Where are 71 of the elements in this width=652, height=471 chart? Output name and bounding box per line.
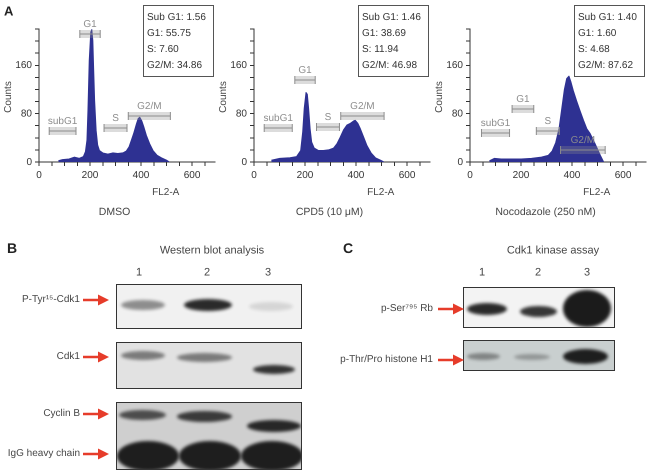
category-label: 3 (584, 266, 590, 278)
band-label: G2/M (137, 100, 162, 112)
band-label: subG1 (263, 112, 294, 124)
annotation: G1: 1.60 (578, 28, 617, 39)
band-label: G1 (298, 64, 312, 76)
x-tick-label: 400 (564, 170, 581, 181)
band-label: S (324, 112, 332, 123)
x-tick-label: 0 (467, 170, 474, 181)
y-tick-label: 160 (15, 60, 32, 72)
x-tick-label: 400 (132, 170, 150, 181)
y-tick-label: 80 (20, 108, 32, 120)
text: Cyclin B (43, 408, 80, 419)
y-tick-label: 0 (26, 156, 32, 168)
band-label: G2/M (570, 134, 596, 146)
y-axis-title: Counts (2, 81, 14, 113)
y-tick-label: 80 (452, 108, 464, 120)
band-label: subG1 (48, 116, 78, 127)
text: p-Thr/Pro histone H1 (340, 354, 433, 365)
band-label: S (544, 116, 552, 127)
annotation: G1: 38.69 (362, 28, 406, 39)
y-tick-label: 160 (446, 60, 464, 72)
x-axis-title: FL2-A (152, 186, 180, 198)
annotation: S: 11.94 (362, 44, 399, 55)
text: B (7, 240, 18, 256)
annotation: G2/M: 87.62 (578, 60, 634, 71)
annotation: G1: 55.75 (147, 28, 192, 39)
text: DMSO (98, 206, 130, 218)
annotation: G2/M: 46.98 (362, 60, 418, 71)
y-tick-label: 0 (457, 156, 464, 168)
x-tick-label: 600 (614, 170, 632, 181)
y-axis-title: Counts (218, 81, 229, 113)
text: CPD5 (10 μM) (296, 206, 364, 218)
text: Sub G1: 1.46 (362, 12, 422, 23)
annotation: S: 4.68 (578, 44, 610, 55)
x-tick-label: 400 (348, 170, 365, 181)
x-axis-title: FL2-A (583, 186, 611, 198)
x-tick-label: 200 (296, 170, 314, 181)
x-tick-label: 600 (398, 170, 416, 181)
x-tick-label: 0 (36, 170, 42, 181)
y-tick-label: 80 (236, 108, 248, 120)
category-label: 1 (478, 266, 486, 278)
category-label: 2 (534, 266, 542, 278)
text: Sub G1: 1.56 (147, 12, 206, 23)
text: A (4, 4, 14, 19)
x-tick-label: 0 (251, 170, 258, 181)
band-label: S (112, 112, 120, 124)
text: p-Ser⁷⁹⁵ Rb (380, 303, 433, 314)
text: IgG heavy chain (8, 448, 80, 459)
x-tick-label: 600 (184, 170, 201, 181)
y-tick-label: 160 (230, 60, 248, 72)
category-label: 1 (136, 266, 142, 278)
text: C (343, 240, 354, 256)
text: Cdk1 kinase assay (506, 244, 600, 256)
annotation: G2/M: 34.86 (147, 60, 202, 71)
band-label: G1 (516, 94, 530, 105)
y-tick-label: 0 (241, 156, 248, 168)
band-label: subG1 (480, 118, 511, 129)
annotation: S: 7.60 (147, 44, 180, 55)
x-tick-label: 200 (512, 170, 530, 181)
category-label: 2 (204, 266, 210, 278)
band-label: G1 (83, 18, 98, 30)
band-label: G2/M (350, 100, 375, 112)
text: Sub G1: 1.40 (578, 12, 638, 23)
x-axis-title: FL2-A (367, 186, 395, 198)
text: P-Tyr¹⁵-Cdk1 (22, 294, 80, 305)
text: Cdk1 (56, 351, 80, 362)
category-label: 3 (264, 266, 272, 278)
text: Western blot analysis (160, 244, 264, 256)
y-axis-title: Counts (434, 81, 445, 113)
text: Nocodazole (250 nM) (495, 206, 596, 218)
x-tick-label: 200 (82, 170, 99, 181)
